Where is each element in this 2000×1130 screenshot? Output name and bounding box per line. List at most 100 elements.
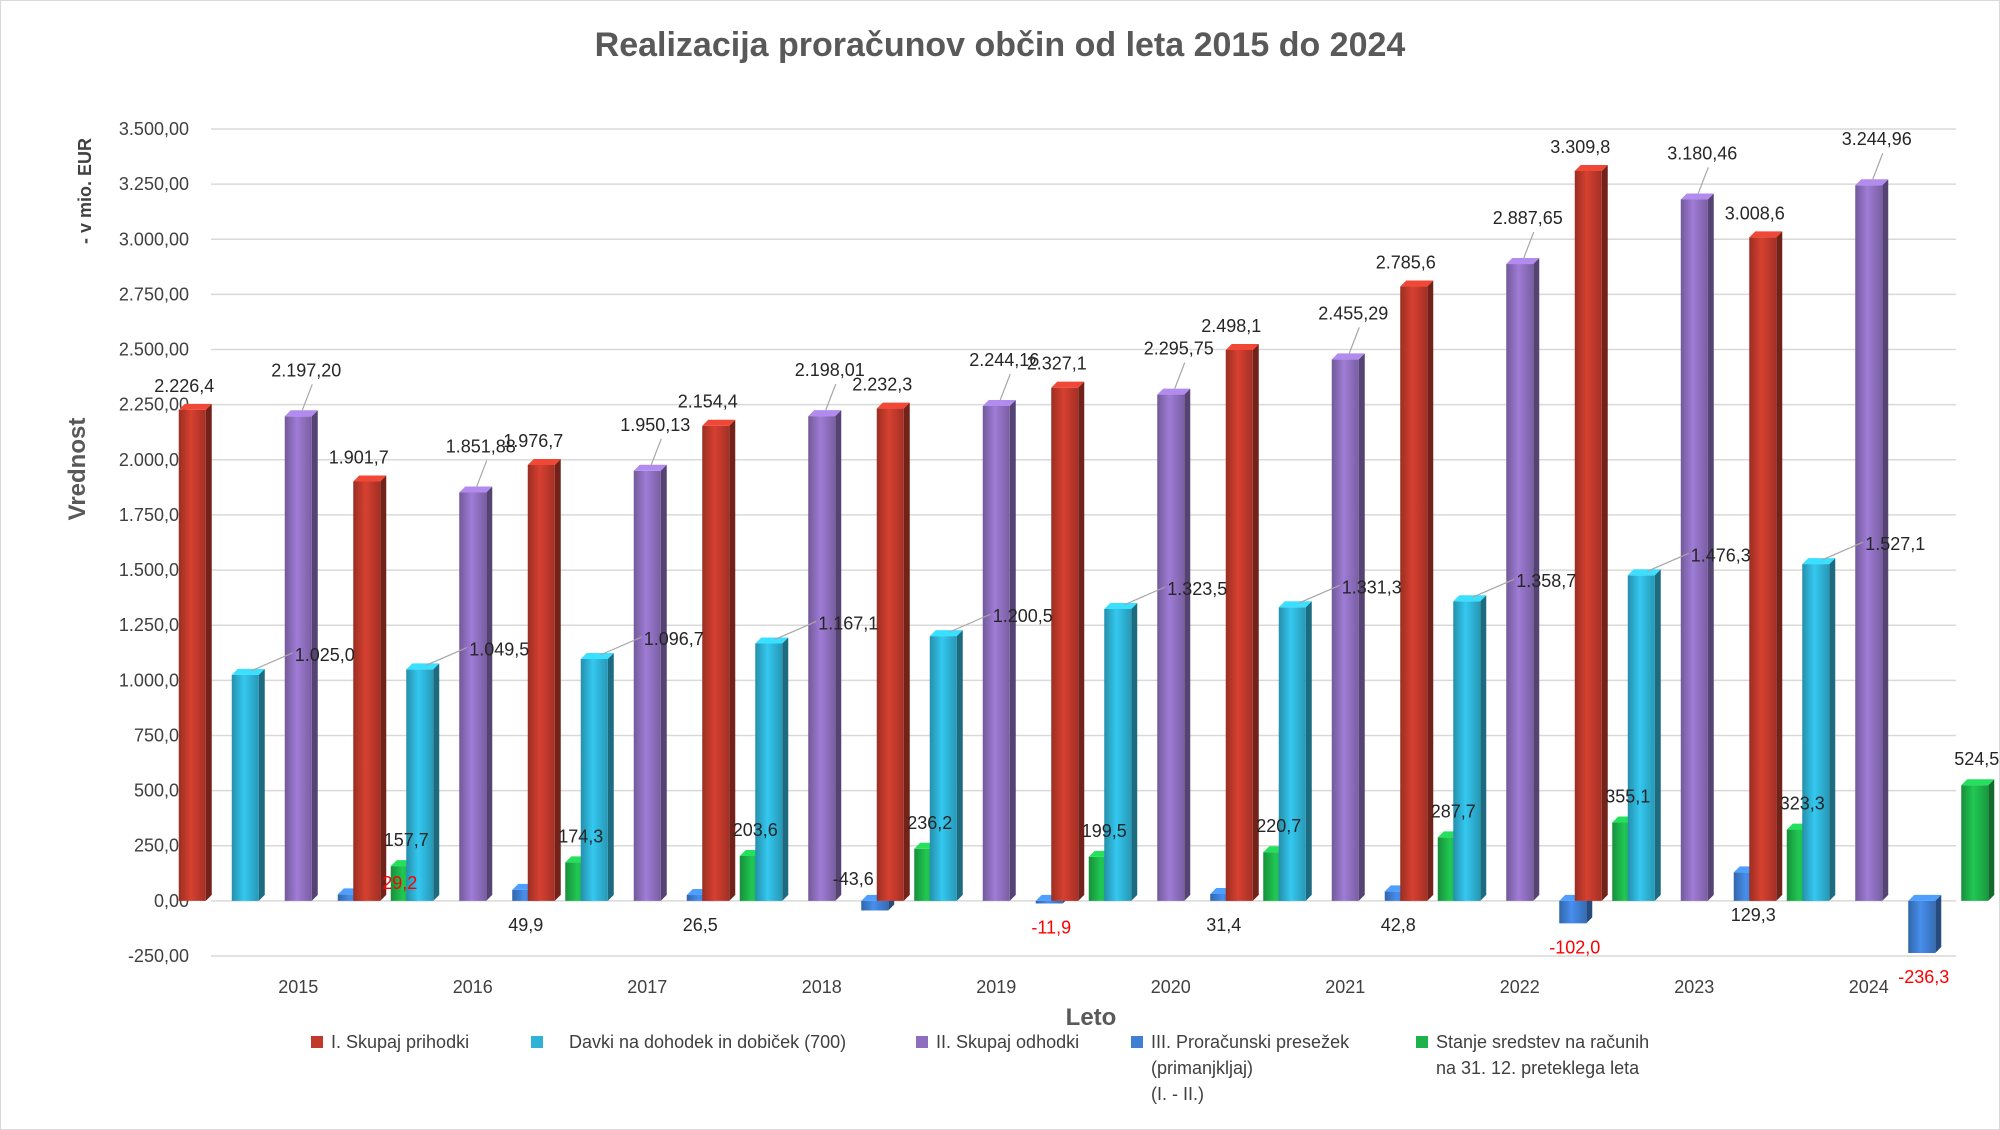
data-label: 220,7 — [1256, 816, 1301, 836]
x-category-label: 2022 — [1500, 977, 1540, 997]
data-label: 287,7 — [1431, 801, 1476, 821]
y-tick-label: 2.750,00 — [119, 284, 189, 304]
bar — [1749, 231, 1783, 901]
bar — [876, 402, 910, 901]
legend-marker — [916, 1036, 928, 1048]
data-label: 1.851,88 — [446, 436, 516, 456]
data-label: 355,1 — [1605, 787, 1650, 807]
legend-label: II. Skupaj odhodki — [936, 1032, 1079, 1052]
data-label: 2.232,3 — [852, 375, 912, 395]
bar — [284, 410, 318, 901]
bar — [580, 653, 614, 901]
x-axis-title: Leto — [1066, 1004, 1117, 1031]
label-leader-line — [1123, 586, 1166, 606]
label-leader-line — [1298, 584, 1340, 604]
data-label: 1.976,7 — [503, 431, 563, 451]
y-tick-label: 750,00 — [134, 725, 189, 745]
label-leader-line — [949, 613, 991, 633]
y-tick-label: 250,00 — [134, 836, 189, 856]
data-label: 3.244,96 — [1842, 129, 1912, 149]
y-tick-label: 1.250,00 — [119, 615, 189, 635]
x-category-label: 2020 — [1151, 977, 1191, 997]
data-label: 3.309,8 — [1550, 137, 1610, 157]
data-label: 157,7 — [384, 830, 429, 850]
data-label: 42,8 — [1381, 915, 1416, 935]
x-category-label: 2016 — [453, 977, 493, 997]
data-label: 1.476,3 — [1691, 545, 1751, 565]
y-tick-label: 1.500,00 — [119, 560, 189, 580]
x-category-label: 2015 — [278, 977, 318, 997]
legend-label: Davki na dohodek in dobiček (700) — [569, 1032, 846, 1052]
label-leader-line — [825, 383, 837, 411]
data-label: -43,6 — [833, 869, 874, 889]
data-label: 2.244,16 — [969, 350, 1039, 370]
y-tick-label: 1.750,00 — [119, 505, 189, 525]
data-label: 2.327,1 — [1027, 354, 1087, 374]
x-axis-categories: 2015 2016 2017 2018 2019 2020 2021 2022 2023 2024 — [278, 977, 1889, 997]
data-label: 2.785,6 — [1376, 253, 1436, 273]
data-label: -236,3 — [1898, 967, 1949, 987]
bar — [1802, 558, 1836, 901]
data-label: 1.358,7 — [1516, 571, 1576, 591]
data-labels: 2.226,4 1.025,0 2.197,20 29,2 157,7 1.901,7 1.… — [154, 129, 1999, 987]
bar — [1453, 595, 1487, 901]
legend-label: Stanje sredstev na računih — [1436, 1032, 1649, 1052]
x-category-label: 2018 — [802, 977, 842, 997]
bar — [1506, 258, 1540, 901]
bar — [353, 475, 387, 901]
y-axis-title: Vrednost — [64, 418, 91, 521]
data-label: 3.008,6 — [1725, 203, 1785, 223]
data-label: 2.295,75 — [1144, 339, 1214, 359]
y-tick-label: 2.500,00 — [119, 340, 189, 360]
bar — [231, 668, 265, 901]
label-leader-line — [1697, 167, 1709, 194]
label-leader-line — [425, 646, 468, 666]
data-label: 1.323,5 — [1167, 579, 1227, 599]
y-tick-label: -250,00 — [128, 946, 189, 966]
data-label: 174,3 — [558, 826, 603, 846]
label-leader-line — [1174, 362, 1186, 389]
data-label: 1.167,1 — [818, 613, 878, 633]
label-leader-line — [999, 373, 1011, 401]
data-label: -102,0 — [1549, 937, 1600, 957]
label-leader-line — [600, 636, 642, 656]
bar — [755, 637, 789, 901]
data-label: 49,9 — [508, 915, 543, 935]
data-label: 203,6 — [733, 820, 778, 840]
bar — [929, 630, 963, 901]
label-leader-line — [1647, 552, 1689, 572]
legend-marker — [1131, 1036, 1143, 1048]
bar — [459, 486, 493, 901]
legend-label: I. Skupaj prihodki — [331, 1032, 469, 1052]
x-category-label: 2023 — [1674, 977, 1714, 997]
data-label: 2.198,01 — [795, 360, 865, 380]
bar — [1908, 894, 1942, 953]
bar — [1051, 381, 1085, 901]
data-label: 1.049,5 — [469, 639, 529, 659]
x-category-label: 2019 — [976, 977, 1016, 997]
data-label: 236,2 — [907, 813, 952, 833]
y-tick-label: 2.000,00 — [119, 450, 189, 470]
data-label: 2.197,20 — [271, 360, 341, 380]
legend: I. Skupaj prihodki Davki na dohodek in do… — [311, 1032, 1649, 1104]
data-label: 1.331,3 — [1342, 577, 1402, 597]
bar — [1680, 193, 1714, 901]
data-label: -11,9 — [1031, 917, 1071, 937]
data-label: 1.096,7 — [644, 629, 704, 649]
label-leader-line — [1523, 231, 1535, 259]
bar — [633, 464, 667, 901]
chart-title: Realizacija proračunov občin od leta 201… — [595, 26, 1406, 64]
data-label: 1.950,13 — [620, 415, 690, 435]
data-label: 199,5 — [1082, 821, 1127, 841]
y-tick-label: 500,00 — [134, 781, 189, 801]
data-label: 1.901,7 — [329, 447, 389, 467]
label-leader-line — [1348, 327, 1360, 354]
bar — [1400, 280, 1434, 901]
data-label: 31,4 — [1206, 915, 1241, 935]
data-label: 26,5 — [683, 915, 718, 935]
legend-label: III. Proračunski presežek — [1151, 1032, 1350, 1052]
legend-marker — [1416, 1036, 1428, 1048]
data-label: 129,3 — [1731, 905, 1776, 925]
